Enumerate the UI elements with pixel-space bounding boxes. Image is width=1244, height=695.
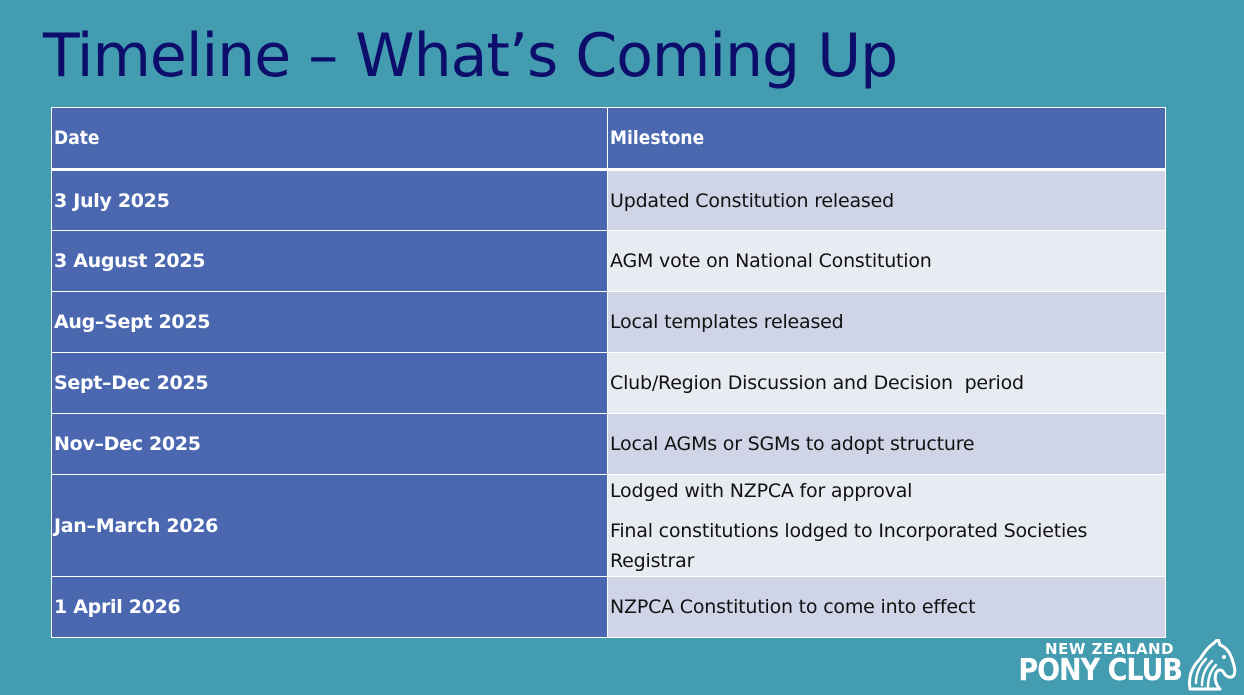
table-row: 1 April 2026 NZPCA Constitution to come … [51, 576, 1166, 638]
milestone-cell: AGM vote on National Constitution [607, 230, 1166, 292]
milestone-cell: Club/Region Discussion and Decision peri… [607, 352, 1166, 414]
milestone-cell: NZPCA Constitution to come into effect [607, 576, 1166, 638]
milestone-cell: Lodged with NZPCA for approval Final con… [607, 474, 1166, 577]
table-row: Nov–Dec 2025 Local AGMs or SGMs to adopt… [51, 413, 1166, 475]
milestone-cell: Updated Constitution released [607, 169, 1166, 231]
table-row: Sept–Dec 2025 Club/Region Discussion and… [51, 352, 1166, 414]
date-cell: 1 April 2026 [51, 576, 608, 638]
horse-head-icon [1188, 639, 1237, 691]
milestone-cell: Local templates released [607, 291, 1166, 353]
milestone-cell: Local AGMs or SGMs to adopt structure [607, 413, 1166, 475]
date-cell: Aug–Sept 2025 [51, 291, 608, 353]
table-row: Jan–March 2026 Lodged with NZPCA for app… [51, 474, 1166, 577]
table-header-row: Date Milestone [51, 107, 1166, 171]
milestone-text: AGM vote on National Constitution [610, 250, 932, 272]
column-header-milestone: Milestone [607, 107, 1166, 171]
table-row: 3 August 2025 AGM vote on National Const… [51, 230, 1166, 292]
milestone-text: Updated Constitution released [610, 189, 894, 212]
date-cell: Sept–Dec 2025 [51, 352, 608, 414]
table-row: Aug–Sept 2025 Local templates released [51, 291, 1166, 353]
milestone-text: NZPCA Constitution to come into effect [610, 596, 976, 618]
milestone-text: Club/Region Discussion and Decision peri… [610, 372, 1024, 394]
slide-title: Timeline – What’s Coming Up [43, 21, 898, 91]
date-cell: 3 July 2025 [51, 169, 608, 231]
nzpc-logo: NEW ZEALAND PONY CLUB [1018, 639, 1238, 691]
date-cell: 3 August 2025 [51, 230, 608, 292]
milestone-text: Final constitutions lodged to Incorporat… [610, 519, 1088, 572]
date-cell: Nov–Dec 2025 [51, 413, 608, 475]
column-header-date: Date [51, 107, 608, 171]
logo-line-new-zealand: NEW ZEALAND [1045, 640, 1174, 658]
milestone-text: Lodged with NZPCA for approval [610, 479, 913, 502]
logo-line-pony-club: PONY CLUB [1018, 653, 1183, 688]
table-row: 3 July 2025 Updated Constitution release… [51, 169, 1166, 231]
milestone-text: Local templates released [610, 311, 844, 333]
timeline-table: Date Milestone 3 July 2025 Updated Const… [51, 107, 1166, 638]
date-cell: Jan–March 2026 [51, 474, 608, 577]
milestone-text: Local AGMs or SGMs to adopt structure [610, 433, 975, 455]
